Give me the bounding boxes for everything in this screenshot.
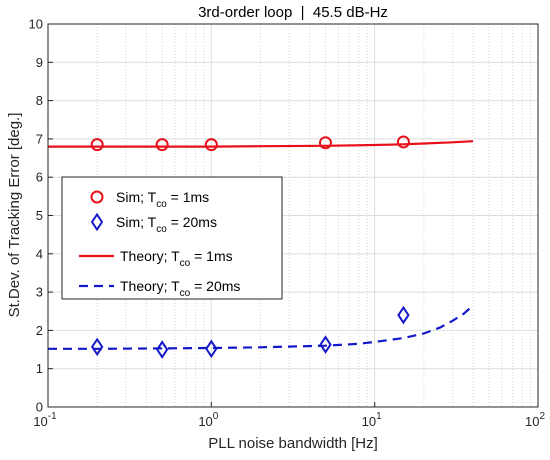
legend-entry-label: Theory; Tco = 20ms <box>120 278 240 299</box>
circle-marker <box>90 138 104 152</box>
y-tick-label: 8 <box>36 93 43 108</box>
circle-marker <box>155 138 169 152</box>
y-tick-label: 4 <box>36 246 43 261</box>
y-tick-label: 7 <box>36 131 43 146</box>
y-tick-label: 2 <box>36 323 43 338</box>
solid-theory-line <box>48 140 474 148</box>
y-tick-label: 1 <box>36 361 43 376</box>
series-3 <box>48 140 474 148</box>
legend: Sim; Tco = 1ms Sim; Tco = 20ms Theory; Tco… <box>61 176 283 300</box>
diamond-marker <box>319 335 332 354</box>
y-tick-label: 10 <box>29 17 43 32</box>
diamond-marker <box>155 340 169 359</box>
y-tick-label: 0 <box>36 400 43 415</box>
ticks: 10-1 100 101 102 0 1 2 3 4 5 6 7 8 9 10 <box>29 17 546 430</box>
circle-marker <box>318 136 332 150</box>
dashed-theory-line <box>48 304 474 350</box>
series-1 <box>90 135 410 152</box>
x-tick-label: 100 <box>198 411 218 429</box>
series-2 <box>90 305 410 359</box>
x-tick-label: 101 <box>362 411 382 429</box>
x-tick-label: 10-1 <box>33 411 57 429</box>
legend-circle-marker <box>90 190 104 204</box>
legend-entry-label: Theory; Tco = 1ms <box>120 248 233 269</box>
x-axis-label: PLL noise bandwidth [Hz] <box>208 435 378 452</box>
legend-entry-label: Sim; Tco = 1ms <box>116 189 209 210</box>
y-tick-label: 3 <box>36 285 43 300</box>
y-axis-label: St.Dev. of Tracking Error [deg.] <box>6 113 23 318</box>
diamond-marker <box>397 305 410 325</box>
legend-diamond-marker <box>90 212 104 232</box>
circle-marker <box>396 135 410 149</box>
y-tick-label: 6 <box>36 170 43 185</box>
diamond-marker <box>90 337 104 357</box>
legend-entry-label: Sim; Tco = 20ms <box>116 214 217 235</box>
chart-title: 3rd-order loop | 45.5 dB-Hz <box>198 4 388 21</box>
diamond-marker <box>205 339 218 359</box>
series-layer <box>48 135 474 359</box>
y-tick-label: 5 <box>36 208 43 223</box>
y-tick-label: 9 <box>36 55 43 70</box>
circle-marker <box>204 138 218 152</box>
legend-box <box>61 176 283 300</box>
x-tick-label: 102 <box>525 411 545 429</box>
series-4 <box>48 304 474 350</box>
